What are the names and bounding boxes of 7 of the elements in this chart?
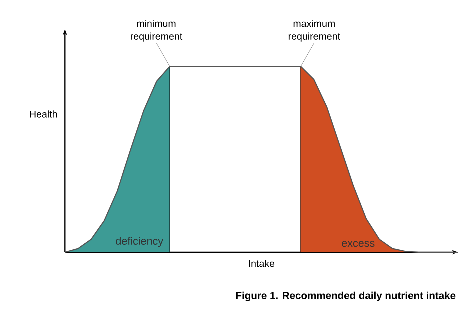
y-axis-title: Health bbox=[30, 110, 58, 118]
text: minimum requirement bbox=[131, 20, 183, 42]
x-axis-title: Intake bbox=[249, 260, 275, 268]
text: maximum requirement bbox=[288, 20, 340, 42]
text: Figure 1. Recommended daily nutrient intake bbox=[236, 292, 456, 302]
series-label: deficiency bbox=[116, 236, 164, 247]
series-label: excess bbox=[342, 241, 375, 247]
